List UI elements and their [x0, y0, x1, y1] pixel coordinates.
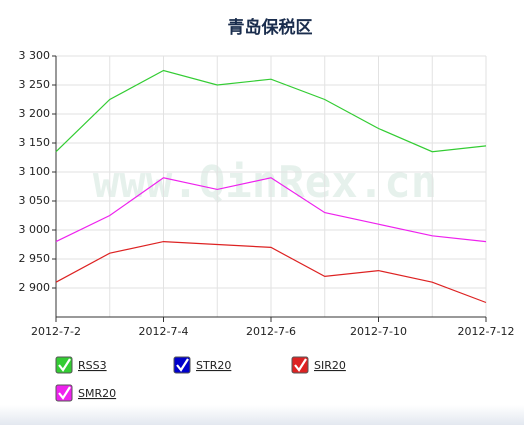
- x-tick-label: 2012-7-10: [350, 325, 407, 338]
- y-tick-label: 3 100: [19, 165, 51, 178]
- y-tick-label: 2 900: [19, 281, 51, 294]
- y-tick-label: 3 200: [19, 107, 51, 120]
- watermark: www.QinRex.cn: [93, 157, 437, 208]
- series-line: [55, 69, 487, 153]
- x-tick-label: 2012-7-6: [246, 325, 296, 338]
- y-tick-label: 3 150: [19, 136, 51, 149]
- legend-item: RSS3: [55, 356, 107, 374]
- legend-label: RSS3: [78, 359, 107, 372]
- y-tick-label: 3 050: [19, 194, 51, 207]
- x-tick-label: 2012-7-4: [139, 325, 189, 338]
- legend-check: [58, 386, 71, 400]
- legend-label: STR20: [196, 359, 231, 372]
- legend-check: [294, 358, 307, 372]
- legend-item: SMR20: [55, 384, 116, 402]
- legend-item: SIR20: [291, 356, 346, 374]
- series-line: [55, 177, 487, 243]
- footer-strip: [0, 405, 524, 425]
- legend-item: STR20: [173, 356, 231, 374]
- legend-label: SIR20: [314, 359, 346, 372]
- legend-check: [176, 358, 189, 372]
- series-line: [55, 240, 487, 304]
- chart-title: 青岛保税区: [228, 17, 313, 38]
- legend-label: SMR20: [78, 387, 116, 400]
- y-tick-label: 3 250: [19, 78, 51, 91]
- y-tick-label: 3 000: [19, 223, 51, 236]
- x-tick-label: 2012-7-2: [31, 325, 81, 338]
- x-tick-label: 2012-7-12: [458, 325, 515, 338]
- y-tick-label: 3 300: [19, 49, 51, 62]
- y-tick-label: 2 950: [19, 252, 51, 265]
- legend-check: [58, 358, 71, 372]
